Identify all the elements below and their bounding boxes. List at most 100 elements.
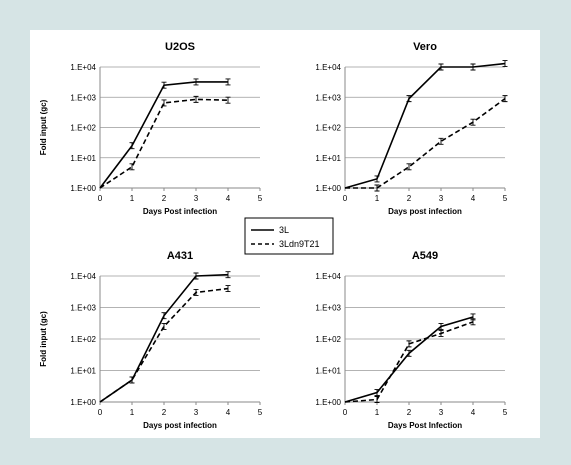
error-bar xyxy=(225,271,231,279)
x-tick-label: 5 xyxy=(258,408,263,417)
x-tick-label: 0 xyxy=(98,408,103,417)
y-tick-label: 1.E+00 xyxy=(70,184,96,193)
error-bar xyxy=(438,63,444,71)
x-tick-label: 3 xyxy=(439,194,444,203)
series-line-solid xyxy=(99,273,229,403)
legend: 3L 3Ldn9T21 xyxy=(244,217,334,255)
x-tick-label: 3 xyxy=(194,194,199,203)
error-bar xyxy=(193,289,199,296)
legend-label: 3L xyxy=(279,225,289,235)
x-tick-label: 4 xyxy=(471,194,476,203)
figure-panel: U2OS 1.E+00 1.E+01 1.E+02 1.E+03 1.E+04 0 1 2 3 4 5… xyxy=(30,30,540,438)
x-axis-label: Days post infection xyxy=(388,207,462,216)
x-tick-label: 2 xyxy=(407,194,412,203)
panel-a431: A431 1.E+00 1.E+01 1.E+02 1.E+03 1.E+04 0 1 2 3 4 5… xyxy=(39,250,263,430)
x-tick-label: 2 xyxy=(162,408,167,417)
y-axis-label: Fold input (gc) xyxy=(39,99,48,155)
panel-vero: Vero 1.E+00 1.E+01 1.E+02 1.E+03 1.E+04 0 1 2 3 4 5… xyxy=(315,41,507,216)
y-tick-label: 1.E+02 xyxy=(70,124,96,133)
y-tick-label: 1.E+02 xyxy=(70,335,96,344)
y-tick-label: 1.E+03 xyxy=(315,304,341,313)
series-line-solid xyxy=(344,316,474,403)
x-tick-label: 5 xyxy=(503,194,508,203)
x-tick-label: 3 xyxy=(194,408,199,417)
error-bar xyxy=(225,96,231,104)
chart-svg: U2OS 1.E+00 1.E+01 1.E+02 1.E+03 1.E+04 0 1 2 3 4 5… xyxy=(39,41,508,430)
x-tick-label: 2 xyxy=(162,194,167,203)
panel-u2os: U2OS 1.E+00 1.E+01 1.E+02 1.E+03 1.E+04 0 1 2 3 4 5… xyxy=(39,41,263,216)
y-tick-label: 1.E+03 xyxy=(70,304,96,313)
error-bar xyxy=(406,349,412,357)
x-tick-label: 5 xyxy=(258,194,263,203)
error-bar xyxy=(161,99,167,107)
y-tick-label: 1.E+00 xyxy=(315,184,341,193)
error-bar xyxy=(225,285,231,292)
error-bar xyxy=(129,163,135,171)
x-axis-label: Days Post Infection xyxy=(388,421,462,430)
y-tick-label: 1.E+01 xyxy=(315,154,341,163)
error-bar xyxy=(161,81,167,89)
legend-box xyxy=(244,217,334,255)
error-bar xyxy=(374,175,380,183)
error-bar xyxy=(193,272,199,280)
panel-a549: A549 1.E+00 1.E+01 1.E+02 1.E+03 1.E+04 0 1 2 3 4 5… xyxy=(315,250,507,430)
error-bar xyxy=(406,340,412,348)
error-bar xyxy=(438,330,444,337)
x-tick-label: 4 xyxy=(226,408,231,417)
panel-title: A549 xyxy=(412,250,438,262)
x-tick-label: 0 xyxy=(98,194,103,203)
x-tick-label: 0 xyxy=(343,408,348,417)
y-tick-label: 1.E+00 xyxy=(70,398,96,407)
x-tick-label: 4 xyxy=(226,194,231,203)
panel-title: Vero xyxy=(413,41,437,53)
error-bar xyxy=(438,323,444,330)
series-line-dashed xyxy=(99,287,229,403)
series-line-solid xyxy=(344,62,506,189)
y-axis-label: Fold input (gc) xyxy=(39,311,48,367)
y-tick-label: 1.E+04 xyxy=(70,63,96,72)
y-tick-label: 1.E+04 xyxy=(315,272,341,281)
error-bar xyxy=(374,396,380,403)
y-tick-label: 1.E+04 xyxy=(70,272,96,281)
x-axis-label: Days Post infection xyxy=(143,207,217,216)
x-axis-label: Days post infection xyxy=(143,421,217,430)
error-bar xyxy=(502,95,508,103)
error-bar xyxy=(193,78,199,86)
y-tick-label: 1.E+03 xyxy=(70,93,96,102)
error-bar xyxy=(161,323,167,330)
panel-title: U2OS xyxy=(165,41,195,53)
y-tick-label: 1.E+02 xyxy=(315,124,341,133)
series-line-dashed xyxy=(99,98,229,189)
x-tick-label: 1 xyxy=(375,408,380,417)
error-bar xyxy=(161,312,167,320)
x-tick-label: 1 xyxy=(375,194,380,203)
panel-title: A431 xyxy=(167,250,193,262)
x-tick-label: 1 xyxy=(130,408,135,417)
error-bar xyxy=(406,163,412,171)
legend-label: 3Ldn9T21 xyxy=(279,239,320,249)
error-bar xyxy=(438,137,444,145)
x-tick-label: 3 xyxy=(439,408,444,417)
error-bar xyxy=(502,60,508,68)
series-line-dashed xyxy=(344,321,474,403)
x-tick-label: 4 xyxy=(471,408,476,417)
x-tick-label: 1 xyxy=(130,194,135,203)
error-bar xyxy=(374,184,380,192)
error-bar xyxy=(470,63,476,71)
y-tick-label: 1.E+00 xyxy=(315,398,341,407)
error-bar xyxy=(129,376,135,384)
error-bar xyxy=(225,78,231,86)
x-tick-label: 5 xyxy=(503,408,508,417)
error-bar xyxy=(470,118,476,126)
series-line-dashed xyxy=(345,97,506,189)
error-bar xyxy=(406,95,412,103)
x-tick-label: 2 xyxy=(407,408,412,417)
error-bar xyxy=(470,318,476,326)
y-tick-label: 1.E+04 xyxy=(315,63,341,72)
error-bar xyxy=(129,142,135,150)
y-tick-label: 1.E+01 xyxy=(70,154,96,163)
error-bar xyxy=(193,95,199,103)
y-tick-label: 1.E+02 xyxy=(315,335,341,344)
y-tick-label: 1.E+01 xyxy=(315,367,341,376)
y-tick-label: 1.E+01 xyxy=(70,367,96,376)
